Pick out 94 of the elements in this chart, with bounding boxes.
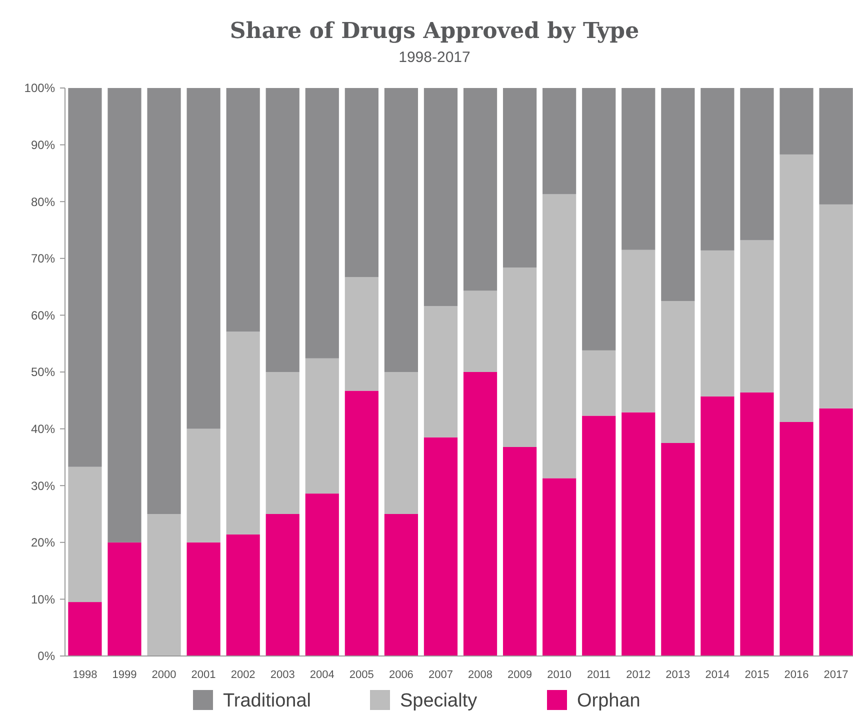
x-tick-label: 2005 bbox=[349, 669, 374, 681]
bar bbox=[68, 466, 102, 602]
bar bbox=[582, 88, 616, 350]
bar bbox=[542, 194, 576, 478]
bar bbox=[266, 514, 300, 656]
bar bbox=[661, 443, 695, 656]
legend-label: Specialty bbox=[400, 690, 478, 712]
bar bbox=[582, 350, 616, 416]
legend-label: Orphan bbox=[577, 690, 640, 712]
bar bbox=[700, 396, 734, 656]
x-tick-label: 2016 bbox=[784, 669, 809, 681]
bar bbox=[384, 372, 418, 514]
bar bbox=[186, 542, 220, 656]
bar bbox=[819, 88, 853, 204]
bar bbox=[305, 88, 339, 358]
bar bbox=[266, 88, 300, 372]
bar bbox=[700, 88, 734, 250]
bar bbox=[108, 542, 142, 656]
bar bbox=[542, 88, 576, 194]
bar bbox=[186, 428, 220, 542]
bar bbox=[226, 534, 260, 656]
bar bbox=[661, 301, 695, 443]
x-tick-label: 2015 bbox=[744, 669, 770, 681]
x-tick-label: 2009 bbox=[508, 669, 532, 681]
bar bbox=[622, 412, 656, 656]
chart-title: Share of Drugs Approved by Type bbox=[230, 18, 640, 44]
bar bbox=[622, 250, 656, 412]
x-tick-label: 2008 bbox=[468, 669, 493, 681]
y-tick-label: 70% bbox=[30, 252, 56, 266]
bar bbox=[305, 358, 339, 494]
bar bbox=[582, 416, 616, 656]
x-tick-label: 2014 bbox=[705, 669, 730, 681]
bar bbox=[68, 602, 102, 656]
bar bbox=[740, 240, 774, 392]
y-tick-label: 10% bbox=[30, 592, 56, 606]
bar bbox=[780, 154, 814, 422]
bar bbox=[740, 392, 774, 656]
y-tick-label: 50% bbox=[30, 365, 56, 380]
bar bbox=[463, 88, 498, 291]
legend-label: Traditional bbox=[223, 690, 312, 712]
bar bbox=[740, 88, 774, 240]
x-tick-label: 2001 bbox=[191, 669, 216, 681]
bar bbox=[463, 290, 498, 372]
x-tick-label: 2011 bbox=[587, 669, 611, 681]
x-tick-label: 2000 bbox=[152, 669, 176, 681]
x-tick-label: 1998 bbox=[72, 669, 98, 681]
y-tick-label: 30% bbox=[30, 478, 56, 493]
x-tick-label: 2006 bbox=[388, 669, 414, 681]
bar bbox=[305, 494, 339, 656]
x-tick-label: 2003 bbox=[270, 669, 295, 681]
x-tick-label: 1999 bbox=[112, 669, 137, 681]
y-tick-label: 60% bbox=[30, 308, 56, 322]
bar bbox=[147, 88, 181, 514]
bar bbox=[819, 408, 853, 656]
bar bbox=[424, 437, 458, 656]
bar bbox=[108, 88, 142, 542]
bar bbox=[344, 277, 378, 391]
bar bbox=[344, 390, 378, 656]
bar bbox=[780, 422, 814, 656]
bar bbox=[502, 446, 537, 656]
bar bbox=[661, 88, 695, 301]
bar bbox=[819, 204, 853, 408]
y-tick-label: 0% bbox=[38, 649, 56, 664]
bar bbox=[384, 88, 418, 372]
bar bbox=[68, 88, 102, 467]
y-tick-label: 80% bbox=[30, 194, 56, 209]
bar bbox=[424, 306, 458, 438]
y-tick-label: 90% bbox=[30, 138, 56, 152]
bar bbox=[542, 478, 576, 656]
bar bbox=[780, 88, 814, 154]
bar bbox=[700, 250, 734, 396]
bar bbox=[266, 372, 300, 514]
bar bbox=[384, 514, 418, 656]
bar bbox=[344, 88, 378, 278]
x-tick-label: 2017 bbox=[824, 669, 848, 681]
bar bbox=[502, 88, 537, 268]
bar bbox=[622, 88, 656, 250]
bar bbox=[226, 88, 260, 332]
bar bbox=[186, 88, 220, 429]
x-tick-label: 2010 bbox=[547, 669, 572, 681]
bar bbox=[424, 88, 458, 306]
y-tick-label: 100% bbox=[24, 81, 56, 96]
chart-subtitle: 1998-2017 bbox=[398, 49, 470, 66]
x-tick-label: 2012 bbox=[626, 669, 651, 681]
y-tick-label: 40% bbox=[30, 422, 56, 436]
x-tick-label: 2004 bbox=[310, 669, 334, 681]
bar bbox=[463, 372, 498, 656]
bar bbox=[147, 514, 181, 656]
x-tick-label: 2007 bbox=[428, 669, 453, 681]
x-tick-label: 2013 bbox=[666, 669, 690, 681]
bar bbox=[502, 267, 537, 447]
bar bbox=[226, 332, 260, 534]
y-tick-label: 20% bbox=[30, 536, 56, 550]
x-tick-label: 2002 bbox=[230, 669, 256, 681]
